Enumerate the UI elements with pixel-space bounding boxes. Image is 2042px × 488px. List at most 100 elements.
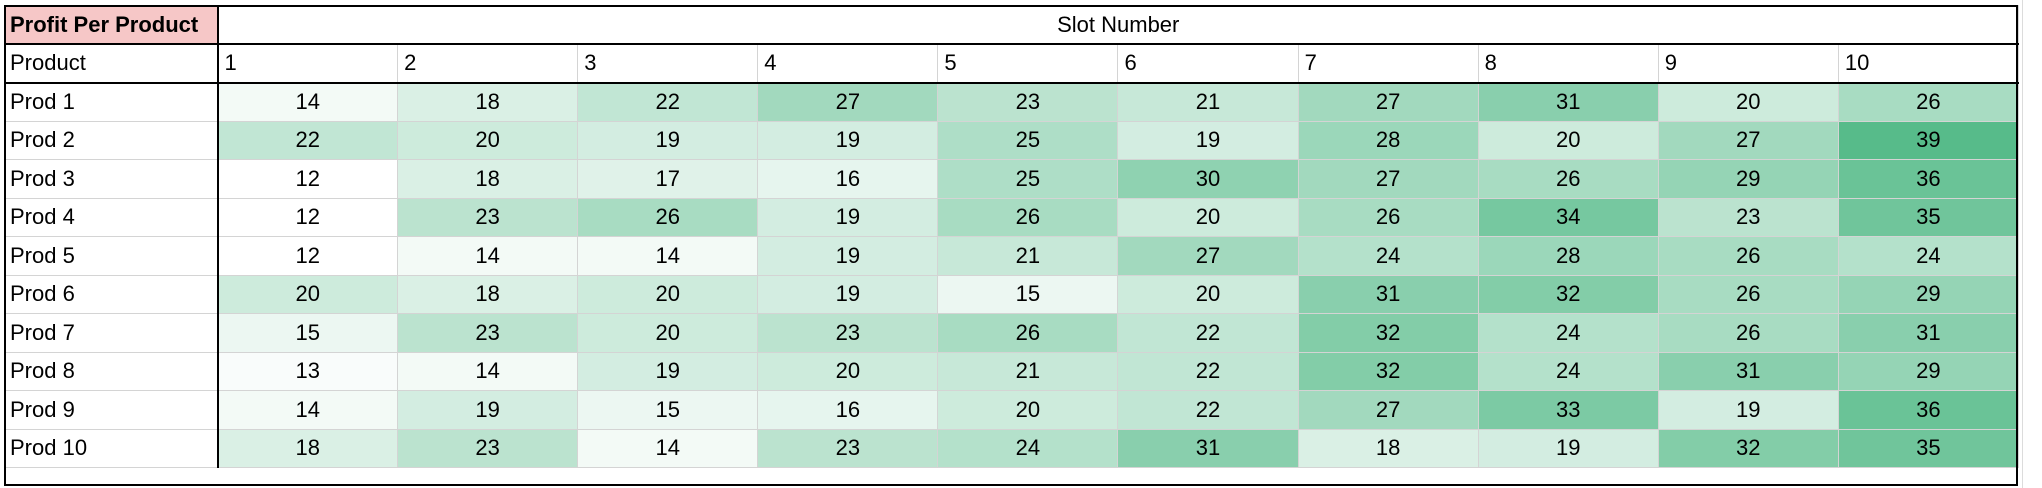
profit-value-cell[interactable]: 16 [757,390,939,430]
profit-value-cell[interactable]: 20 [1477,120,1659,160]
profit-value-cell[interactable]: 29 [1837,351,2019,391]
slot-header-1[interactable]: 1 [216,43,399,84]
profit-value-cell[interactable]: 14 [216,390,399,430]
profit-value-cell[interactable]: 24 [1297,236,1479,276]
profit-value-cell[interactable]: 23 [757,428,939,468]
corner-label-cell[interactable]: Profit Per Product [4,5,219,45]
profit-value-cell[interactable]: 20 [1117,274,1299,314]
profit-value-cell[interactable]: 14 [216,82,399,122]
profit-value-cell[interactable]: 12 [216,236,399,276]
slot-header-8[interactable]: 8 [1477,43,1659,84]
profit-value-cell[interactable]: 26 [1477,159,1659,199]
profit-value-cell[interactable]: 20 [1657,82,1839,122]
slot-number-title[interactable]: Slot Number [217,5,2019,45]
profit-value-cell[interactable]: 26 [937,313,1119,353]
profit-value-cell[interactable]: 22 [577,82,759,122]
profit-value-cell[interactable]: 32 [1477,274,1659,314]
profit-value-cell[interactable]: 19 [1477,428,1659,468]
profit-value-cell[interactable]: 23 [1657,197,1839,237]
profit-value-cell[interactable]: 20 [937,390,1119,430]
profit-value-cell[interactable]: 18 [216,428,399,468]
profit-value-cell[interactable]: 21 [937,351,1119,391]
profit-value-cell[interactable]: 23 [397,313,579,353]
profit-value-cell[interactable]: 20 [397,120,579,160]
profit-value-cell[interactable]: 20 [577,313,759,353]
profit-value-cell[interactable]: 20 [757,351,939,391]
profit-value-cell[interactable]: 18 [1297,428,1479,468]
profit-value-cell[interactable]: 21 [937,236,1119,276]
profit-value-cell[interactable]: 18 [397,274,579,314]
profit-value-cell[interactable]: 31 [1657,351,1839,391]
profit-value-cell[interactable]: 23 [757,313,939,353]
profit-value-cell[interactable]: 28 [1477,236,1659,276]
profit-value-cell[interactable]: 21 [1117,82,1299,122]
profit-value-cell[interactable]: 19 [757,236,939,276]
profit-value-cell[interactable]: 20 [577,274,759,314]
slot-header-5[interactable]: 5 [937,43,1119,84]
profit-value-cell[interactable]: 26 [1837,82,2019,122]
profit-value-cell[interactable]: 27 [1297,390,1479,430]
slot-header-7[interactable]: 7 [1297,43,1479,84]
profit-value-cell[interactable]: 25 [937,159,1119,199]
profit-value-cell[interactable]: 32 [1657,428,1839,468]
product-label-cell[interactable]: Prod 6 [4,274,219,314]
profit-value-cell[interactable]: 23 [397,428,579,468]
profit-value-cell[interactable]: 35 [1837,197,2019,237]
profit-value-cell[interactable]: 14 [397,351,579,391]
profit-value-cell[interactable]: 26 [1657,236,1839,276]
profit-value-cell[interactable]: 26 [937,197,1119,237]
profit-value-cell[interactable]: 26 [1657,274,1839,314]
profit-value-cell[interactable]: 27 [1297,82,1479,122]
profit-value-cell[interactable]: 27 [1657,120,1839,160]
profit-value-cell[interactable]: 22 [1117,351,1299,391]
profit-value-cell[interactable]: 19 [577,351,759,391]
profit-value-cell[interactable]: 19 [757,274,939,314]
product-label-cell[interactable]: Prod 7 [4,313,219,353]
product-label-cell[interactable]: Prod 10 [4,428,219,468]
slot-header-9[interactable]: 9 [1657,43,1839,84]
profit-value-cell[interactable]: 27 [1117,236,1299,276]
profit-value-cell[interactable]: 25 [937,120,1119,160]
slot-header-4[interactable]: 4 [757,43,939,84]
profit-value-cell[interactable]: 18 [397,82,579,122]
profit-value-cell[interactable]: 23 [937,82,1119,122]
profit-value-cell[interactable]: 31 [1297,274,1479,314]
profit-value-cell[interactable]: 26 [1297,197,1479,237]
profit-value-cell[interactable]: 19 [1117,120,1299,160]
profit-value-cell[interactable]: 12 [216,197,399,237]
profit-value-cell[interactable]: 39 [1837,120,2019,160]
profit-value-cell[interactable]: 27 [1297,159,1479,199]
profit-value-cell[interactable]: 24 [937,428,1119,468]
profit-value-cell[interactable]: 28 [1297,120,1479,160]
profit-value-cell[interactable]: 26 [577,197,759,237]
profit-value-cell[interactable]: 36 [1837,159,2019,199]
profit-value-cell[interactable]: 14 [577,428,759,468]
profit-value-cell[interactable]: 16 [757,159,939,199]
profit-value-cell[interactable]: 22 [216,120,399,160]
profit-value-cell[interactable]: 19 [1657,390,1839,430]
profit-value-cell[interactable]: 27 [757,82,939,122]
profit-value-cell[interactable]: 24 [1477,351,1659,391]
slot-header-6[interactable]: 6 [1117,43,1299,84]
profit-value-cell[interactable]: 22 [1117,313,1299,353]
profit-value-cell[interactable]: 14 [397,236,579,276]
profit-value-cell[interactable]: 20 [1117,197,1299,237]
profit-value-cell[interactable]: 34 [1477,197,1659,237]
profit-value-cell[interactable]: 32 [1297,313,1479,353]
profit-value-cell[interactable]: 24 [1477,313,1659,353]
profit-value-cell[interactable]: 17 [577,159,759,199]
profit-value-cell[interactable]: 12 [216,159,399,199]
profit-value-cell[interactable]: 24 [1837,236,2019,276]
product-label-cell[interactable]: Prod 1 [4,82,219,122]
profit-value-cell[interactable]: 29 [1837,274,2019,314]
profit-value-cell[interactable]: 19 [757,120,939,160]
profit-value-cell[interactable]: 33 [1477,390,1659,430]
profit-value-cell[interactable]: 35 [1837,428,2019,468]
profit-value-cell[interactable]: 20 [216,274,399,314]
profit-value-cell[interactable]: 29 [1657,159,1839,199]
product-label-cell[interactable]: Prod 4 [4,197,219,237]
product-label-cell[interactable]: Prod 2 [4,120,219,160]
profit-value-cell[interactable]: 13 [216,351,399,391]
product-label-cell[interactable]: Prod 9 [4,390,219,430]
profit-value-cell[interactable]: 18 [397,159,579,199]
